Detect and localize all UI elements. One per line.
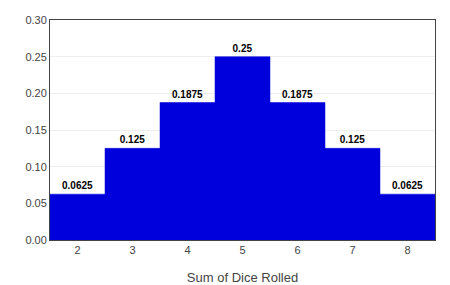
svg-text:3: 3 [129, 244, 135, 256]
svg-text:0.0625: 0.0625 [62, 180, 93, 191]
svg-text:2: 2 [74, 244, 80, 256]
svg-text:4: 4 [184, 244, 190, 256]
svg-text:0.125: 0.125 [340, 134, 365, 145]
svg-text:0.25: 0.25 [233, 43, 253, 54]
svg-text:7: 7 [349, 244, 355, 256]
svg-text:6: 6 [294, 244, 300, 256]
svg-text:5: 5 [239, 244, 245, 256]
svg-text:0.05: 0.05 [25, 197, 46, 209]
svg-text:0.1875: 0.1875 [282, 89, 313, 100]
svg-text:0.1875: 0.1875 [172, 89, 203, 100]
svg-text:8: 8 [404, 244, 410, 256]
svg-text:0.15: 0.15 [25, 124, 46, 136]
svg-text:0.20: 0.20 [25, 87, 46, 99]
svg-text:0.125: 0.125 [120, 134, 145, 145]
svg-text:0.0625: 0.0625 [392, 180, 423, 191]
svg-text:0.10: 0.10 [25, 161, 46, 173]
svg-text:0.25: 0.25 [25, 51, 46, 63]
svg-text:0.30: 0.30 [25, 14, 46, 26]
svg-text:Sum of Dice Rolled: Sum of Dice Rolled [187, 270, 298, 285]
svg-text:0.00: 0.00 [25, 234, 46, 246]
